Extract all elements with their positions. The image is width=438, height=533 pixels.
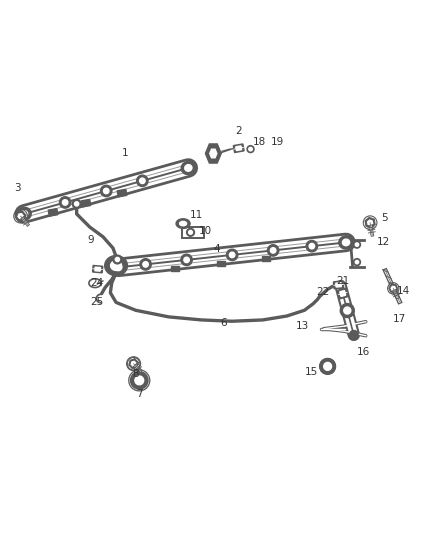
Polygon shape <box>18 214 23 219</box>
Circle shape <box>113 255 122 264</box>
Circle shape <box>306 240 318 252</box>
Text: 25: 25 <box>91 296 104 306</box>
Ellipse shape <box>180 221 187 226</box>
Polygon shape <box>337 288 348 299</box>
Circle shape <box>270 248 276 253</box>
Circle shape <box>60 197 71 208</box>
Circle shape <box>320 359 336 374</box>
Bar <box>217 261 225 266</box>
Circle shape <box>344 307 351 314</box>
Circle shape <box>115 257 120 262</box>
Text: 12: 12 <box>377 237 390 247</box>
Circle shape <box>74 202 79 206</box>
Circle shape <box>230 252 235 257</box>
Ellipse shape <box>111 261 125 274</box>
Text: 8: 8 <box>132 369 139 379</box>
Ellipse shape <box>106 256 127 275</box>
Ellipse shape <box>115 264 122 271</box>
Text: 18: 18 <box>253 136 266 147</box>
Bar <box>81 199 91 207</box>
Circle shape <box>135 376 144 385</box>
Bar <box>262 255 270 261</box>
Bar <box>48 208 58 216</box>
Polygon shape <box>131 361 136 366</box>
Ellipse shape <box>110 261 121 270</box>
Circle shape <box>350 330 358 339</box>
Polygon shape <box>95 267 100 271</box>
Text: 17: 17 <box>393 314 406 324</box>
Circle shape <box>353 241 360 248</box>
Circle shape <box>63 200 68 205</box>
Text: 19: 19 <box>271 136 284 147</box>
Ellipse shape <box>339 236 353 249</box>
Circle shape <box>72 199 81 208</box>
Polygon shape <box>336 282 341 287</box>
Polygon shape <box>333 281 344 289</box>
Circle shape <box>143 262 148 267</box>
Circle shape <box>249 147 252 151</box>
Text: 5: 5 <box>381 213 388 223</box>
Circle shape <box>184 257 189 263</box>
Ellipse shape <box>181 161 195 175</box>
Text: 6: 6 <box>220 318 227 328</box>
Ellipse shape <box>21 211 28 217</box>
Polygon shape <box>236 146 242 151</box>
Text: 10: 10 <box>199 225 212 236</box>
Polygon shape <box>129 359 138 368</box>
Text: 15: 15 <box>304 367 318 377</box>
Circle shape <box>226 249 238 261</box>
Circle shape <box>103 188 109 193</box>
Circle shape <box>181 254 192 265</box>
Text: 14: 14 <box>396 286 410 296</box>
Ellipse shape <box>343 239 350 246</box>
Circle shape <box>340 303 354 318</box>
Circle shape <box>324 362 332 370</box>
Text: 21: 21 <box>336 276 349 286</box>
Polygon shape <box>15 211 26 221</box>
Circle shape <box>268 245 279 256</box>
Text: 3: 3 <box>14 183 21 192</box>
Circle shape <box>187 229 194 236</box>
Polygon shape <box>367 220 373 225</box>
Ellipse shape <box>17 207 31 221</box>
Polygon shape <box>210 149 217 158</box>
Circle shape <box>131 372 148 389</box>
Ellipse shape <box>176 219 190 229</box>
Circle shape <box>353 259 360 265</box>
Circle shape <box>140 178 145 183</box>
Text: 1: 1 <box>121 149 128 158</box>
Text: 4: 4 <box>213 244 220 254</box>
Circle shape <box>355 243 359 246</box>
Polygon shape <box>389 285 398 293</box>
Circle shape <box>355 261 359 264</box>
Circle shape <box>140 259 151 270</box>
Text: 2: 2 <box>235 126 242 136</box>
Text: 13: 13 <box>296 321 309 330</box>
Polygon shape <box>340 290 346 296</box>
Circle shape <box>100 185 112 197</box>
Circle shape <box>247 146 254 152</box>
Ellipse shape <box>185 165 192 171</box>
Polygon shape <box>92 265 103 273</box>
Circle shape <box>309 244 314 249</box>
Bar <box>117 189 127 197</box>
Text: 9: 9 <box>88 235 95 245</box>
Polygon shape <box>233 144 244 152</box>
Bar <box>171 265 179 271</box>
Text: 24: 24 <box>91 278 104 288</box>
Circle shape <box>189 230 192 234</box>
Text: 7: 7 <box>136 389 143 399</box>
Polygon shape <box>391 286 396 290</box>
Text: 11: 11 <box>190 210 203 220</box>
Text: 22: 22 <box>317 287 330 297</box>
Polygon shape <box>205 144 221 163</box>
Circle shape <box>137 175 148 187</box>
Polygon shape <box>365 217 375 228</box>
Text: 16: 16 <box>357 347 370 357</box>
